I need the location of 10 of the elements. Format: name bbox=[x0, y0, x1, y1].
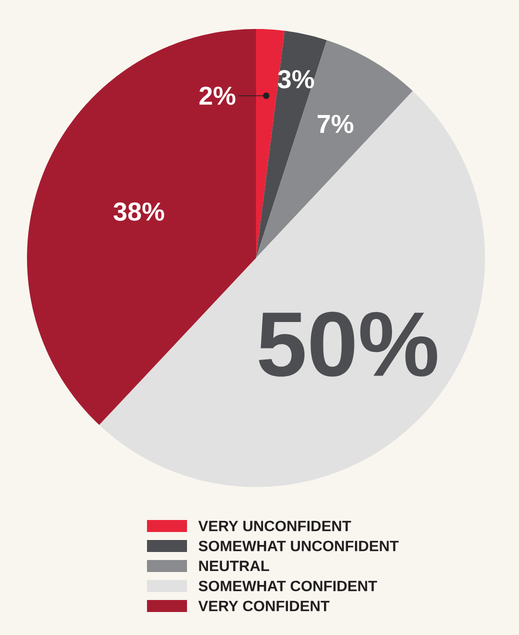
legend-label: VERY CONFIDENT bbox=[198, 600, 330, 612]
data-label: 3% bbox=[278, 70, 314, 88]
legend-label: SOMEWHAT CONFIDENT bbox=[198, 580, 378, 592]
legend-label: NEUTRAL bbox=[199, 560, 270, 572]
data-label: 38% bbox=[114, 202, 164, 221]
data-label: 2% bbox=[199, 86, 236, 105]
legend-label: VERY UNCONFIDENT bbox=[198, 520, 352, 532]
legend-label: SOMEWHAT UNCONFIDENT bbox=[198, 540, 399, 552]
data-label: 7% bbox=[318, 114, 354, 134]
data-label: 50% bbox=[258, 312, 438, 377]
